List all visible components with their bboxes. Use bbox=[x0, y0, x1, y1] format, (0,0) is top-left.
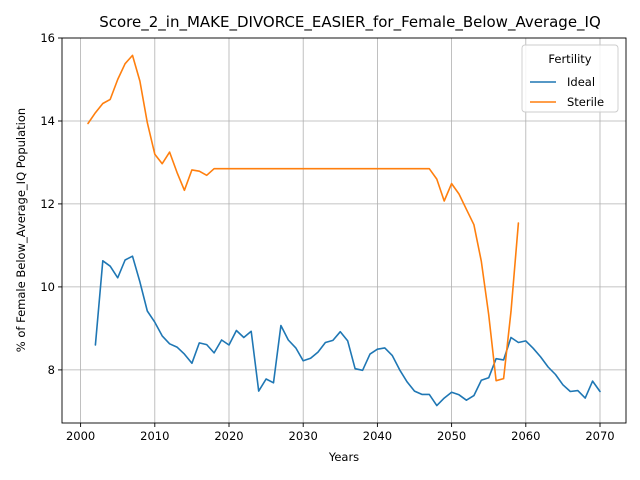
x-axis-label: Years bbox=[328, 450, 359, 464]
chart-title: Score_2_in_MAKE_DIVORCE_EASIER_for_Femal… bbox=[99, 13, 601, 32]
x-tick-label: 2020 bbox=[214, 429, 243, 443]
series-line-ideal bbox=[94, 255, 601, 407]
x-axis-ticks: 2000 2010 2020 2030 2040 2050 2060 2070 bbox=[66, 423, 615, 443]
y-tick-label: 16 bbox=[40, 31, 55, 45]
legend: Fertility Ideal Sterile bbox=[521, 44, 619, 113]
y-tick-label: 14 bbox=[40, 114, 55, 128]
series-line-sterile bbox=[87, 54, 520, 382]
y-axis-label: % of Female Below_Average_IQ Population bbox=[14, 108, 28, 352]
y-axis-ticks: 8 10 12 14 16 bbox=[40, 31, 62, 377]
x-tick-label: 2030 bbox=[289, 429, 318, 443]
series-layer bbox=[87, 54, 601, 407]
x-tick-label: 2070 bbox=[585, 429, 614, 443]
y-tick-label: 12 bbox=[40, 197, 55, 211]
legend-label-ideal: Ideal bbox=[567, 75, 595, 89]
y-tick-label: 10 bbox=[40, 280, 55, 294]
x-tick-label: 2050 bbox=[437, 429, 466, 443]
x-tick-label: 2010 bbox=[140, 429, 169, 443]
y-tick-label: 8 bbox=[48, 363, 55, 377]
x-tick-label: 2060 bbox=[511, 429, 540, 443]
legend-box bbox=[521, 44, 619, 113]
legend-title: Fertility bbox=[548, 52, 591, 66]
x-tick-label: 2000 bbox=[66, 429, 95, 443]
plot-frame bbox=[61, 37, 627, 424]
x-tick-label: 2040 bbox=[363, 429, 392, 443]
legend-label-sterile: Sterile bbox=[567, 95, 604, 109]
